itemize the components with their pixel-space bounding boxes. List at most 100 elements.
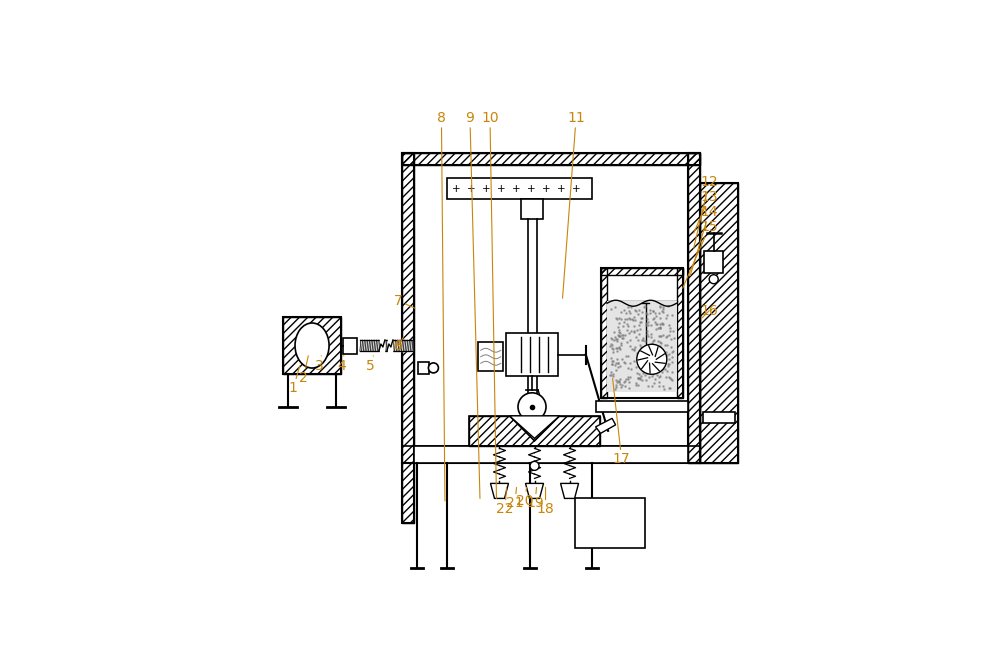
- Point: [638, 307, 654, 318]
- Point: [631, 320, 647, 331]
- Point: [657, 364, 673, 374]
- Point: [639, 330, 655, 340]
- Point: [609, 314, 625, 324]
- Point: [644, 371, 660, 382]
- Point: [629, 367, 645, 378]
- Point: [619, 337, 635, 347]
- Point: [608, 358, 624, 369]
- Point: [607, 359, 623, 370]
- Text: +: +: [497, 183, 505, 194]
- Point: [609, 346, 625, 356]
- Point: [609, 334, 625, 345]
- Text: +: +: [542, 183, 550, 194]
- Point: [647, 307, 663, 318]
- Text: +: +: [482, 183, 490, 194]
- Point: [619, 318, 635, 329]
- Point: [637, 370, 653, 380]
- Point: [659, 339, 675, 350]
- Text: +: +: [512, 183, 520, 194]
- Point: [635, 344, 651, 355]
- Point: [606, 335, 622, 346]
- Point: [621, 313, 637, 323]
- Point: [622, 308, 638, 318]
- Point: [652, 319, 668, 330]
- Point: [626, 321, 642, 332]
- Point: [635, 333, 651, 343]
- Text: 12: 12: [694, 175, 718, 248]
- Point: [625, 315, 641, 326]
- Point: [629, 325, 645, 335]
- Text: 18: 18: [537, 488, 554, 517]
- Point: [652, 322, 668, 333]
- Point: [654, 361, 670, 371]
- Point: [622, 341, 638, 352]
- Point: [604, 339, 620, 350]
- Point: [655, 358, 671, 368]
- Point: [631, 369, 647, 380]
- Point: [616, 317, 632, 328]
- Text: +: +: [572, 183, 580, 194]
- Bar: [447, 178, 592, 199]
- Point: [645, 306, 661, 317]
- Point: [611, 331, 627, 341]
- Text: 4: 4: [337, 356, 346, 373]
- Text: 11: 11: [563, 111, 585, 298]
- Point: [610, 376, 626, 387]
- Bar: [506, 333, 558, 376]
- Point: [607, 384, 623, 394]
- Point: [632, 373, 648, 384]
- Point: [636, 302, 652, 312]
- Point: [612, 361, 628, 371]
- Point: [631, 360, 647, 370]
- Point: [650, 365, 666, 375]
- Point: [605, 344, 621, 354]
- Bar: [343, 337, 357, 354]
- Point: [657, 339, 673, 350]
- Bar: [703, 412, 735, 423]
- Point: [605, 369, 621, 380]
- Point: [628, 332, 644, 342]
- Point: [617, 314, 633, 324]
- Point: [655, 302, 671, 312]
- Bar: [704, 251, 723, 273]
- Point: [608, 380, 624, 390]
- Point: [640, 331, 656, 341]
- Point: [663, 334, 679, 345]
- Point: [633, 313, 649, 323]
- Point: [626, 326, 642, 336]
- Point: [604, 359, 620, 369]
- Point: [649, 318, 665, 329]
- Point: [611, 331, 627, 341]
- Point: [654, 359, 670, 370]
- Point: [645, 306, 661, 317]
- Point: [663, 342, 679, 352]
- Point: [642, 308, 658, 318]
- Point: [621, 383, 637, 393]
- Point: [609, 354, 625, 364]
- Point: [638, 374, 654, 385]
- Point: [622, 313, 638, 324]
- Point: [630, 348, 646, 359]
- Point: [628, 361, 644, 372]
- Point: [626, 312, 642, 322]
- Text: 1: 1: [289, 366, 300, 395]
- Bar: [700, 183, 738, 463]
- Point: [651, 331, 667, 341]
- Point: [661, 330, 677, 340]
- Point: [609, 343, 625, 353]
- Point: [620, 320, 636, 331]
- Point: [606, 327, 622, 337]
- Point: [603, 370, 619, 381]
- Point: [637, 336, 653, 346]
- Point: [633, 342, 649, 352]
- Point: [654, 306, 670, 316]
- Point: [623, 302, 639, 313]
- Point: [611, 313, 627, 324]
- Point: [604, 343, 620, 353]
- Point: [632, 374, 648, 385]
- Point: [658, 372, 674, 382]
- Point: [615, 320, 631, 331]
- Point: [605, 371, 621, 382]
- Point: [647, 317, 663, 328]
- Point: [603, 339, 619, 350]
